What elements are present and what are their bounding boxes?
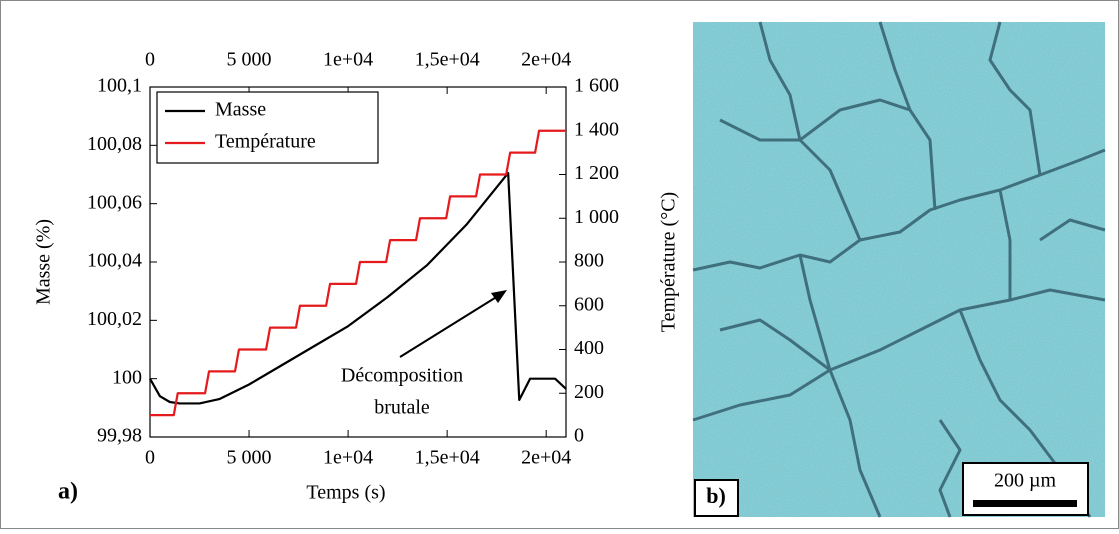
- y2-tick-label: 1 600: [574, 75, 619, 97]
- y-tick-label: 100,08: [87, 133, 142, 155]
- y-tick-label: 100,04: [87, 250, 142, 272]
- x-tick-label: 2e+04: [521, 447, 571, 469]
- y2-tick-label: 600: [574, 293, 604, 315]
- y2-tick-label: 0: [574, 425, 584, 447]
- legend-box: [156, 91, 379, 164]
- x-tick-label: 0: [145, 447, 155, 469]
- x2-tick-label: 1e+04: [323, 49, 373, 71]
- scale-bar: [973, 500, 1077, 507]
- annotation-arrowhead: [491, 290, 507, 303]
- x2-tick-label: 2e+04: [521, 49, 571, 71]
- x-tick-label: 5 000: [227, 447, 272, 469]
- y-tick-label: 100,06: [87, 191, 142, 213]
- x2-tick-label: 5 000: [227, 49, 272, 71]
- micrograph-texture: [693, 22, 1105, 517]
- annotation-arrow: [399, 295, 499, 358]
- panel-label: a): [58, 479, 78, 505]
- x-axis-title: Temps (s): [306, 482, 385, 504]
- annotation: brutale: [374, 397, 430, 419]
- micrograph: b) 200 µm: [692, 21, 1106, 518]
- cracks: [692, 21, 1106, 518]
- x2-tick-label: 0: [145, 49, 155, 71]
- y-tick-label: 99,98: [97, 425, 142, 447]
- series-line: [149, 171, 567, 405]
- y2-tick-label: 1 200: [574, 162, 619, 184]
- x-tick-label: 1,5e+04: [415, 447, 480, 469]
- panel-label: b): [706, 483, 726, 508]
- scale-bar-label: 200 µm: [994, 470, 1057, 492]
- y-tick-label: 100,1: [97, 75, 142, 97]
- legend-label: Température: [215, 131, 316, 153]
- annotation: Décomposition: [341, 365, 463, 387]
- y2-axis-title: Température (°C): [658, 192, 680, 332]
- y-tick-label: 100,02: [87, 308, 142, 330]
- y2-tick-label: 400: [574, 337, 604, 359]
- series-line: [150, 129, 566, 417]
- panel-label-box: [694, 479, 739, 517]
- y2-tick-label: 800: [574, 250, 604, 272]
- legend-label: Masse: [215, 99, 266, 121]
- y2-tick-label: 1 400: [574, 118, 619, 140]
- y-tick-label: 100: [112, 366, 142, 388]
- y2-tick-label: 1 000: [574, 206, 619, 228]
- x-tick-label: 1e+04: [323, 447, 373, 469]
- y2-tick-label: 200: [574, 381, 604, 403]
- y-axis-title: Masse (%): [33, 219, 55, 305]
- x2-tick-label: 1,5e+04: [415, 49, 480, 71]
